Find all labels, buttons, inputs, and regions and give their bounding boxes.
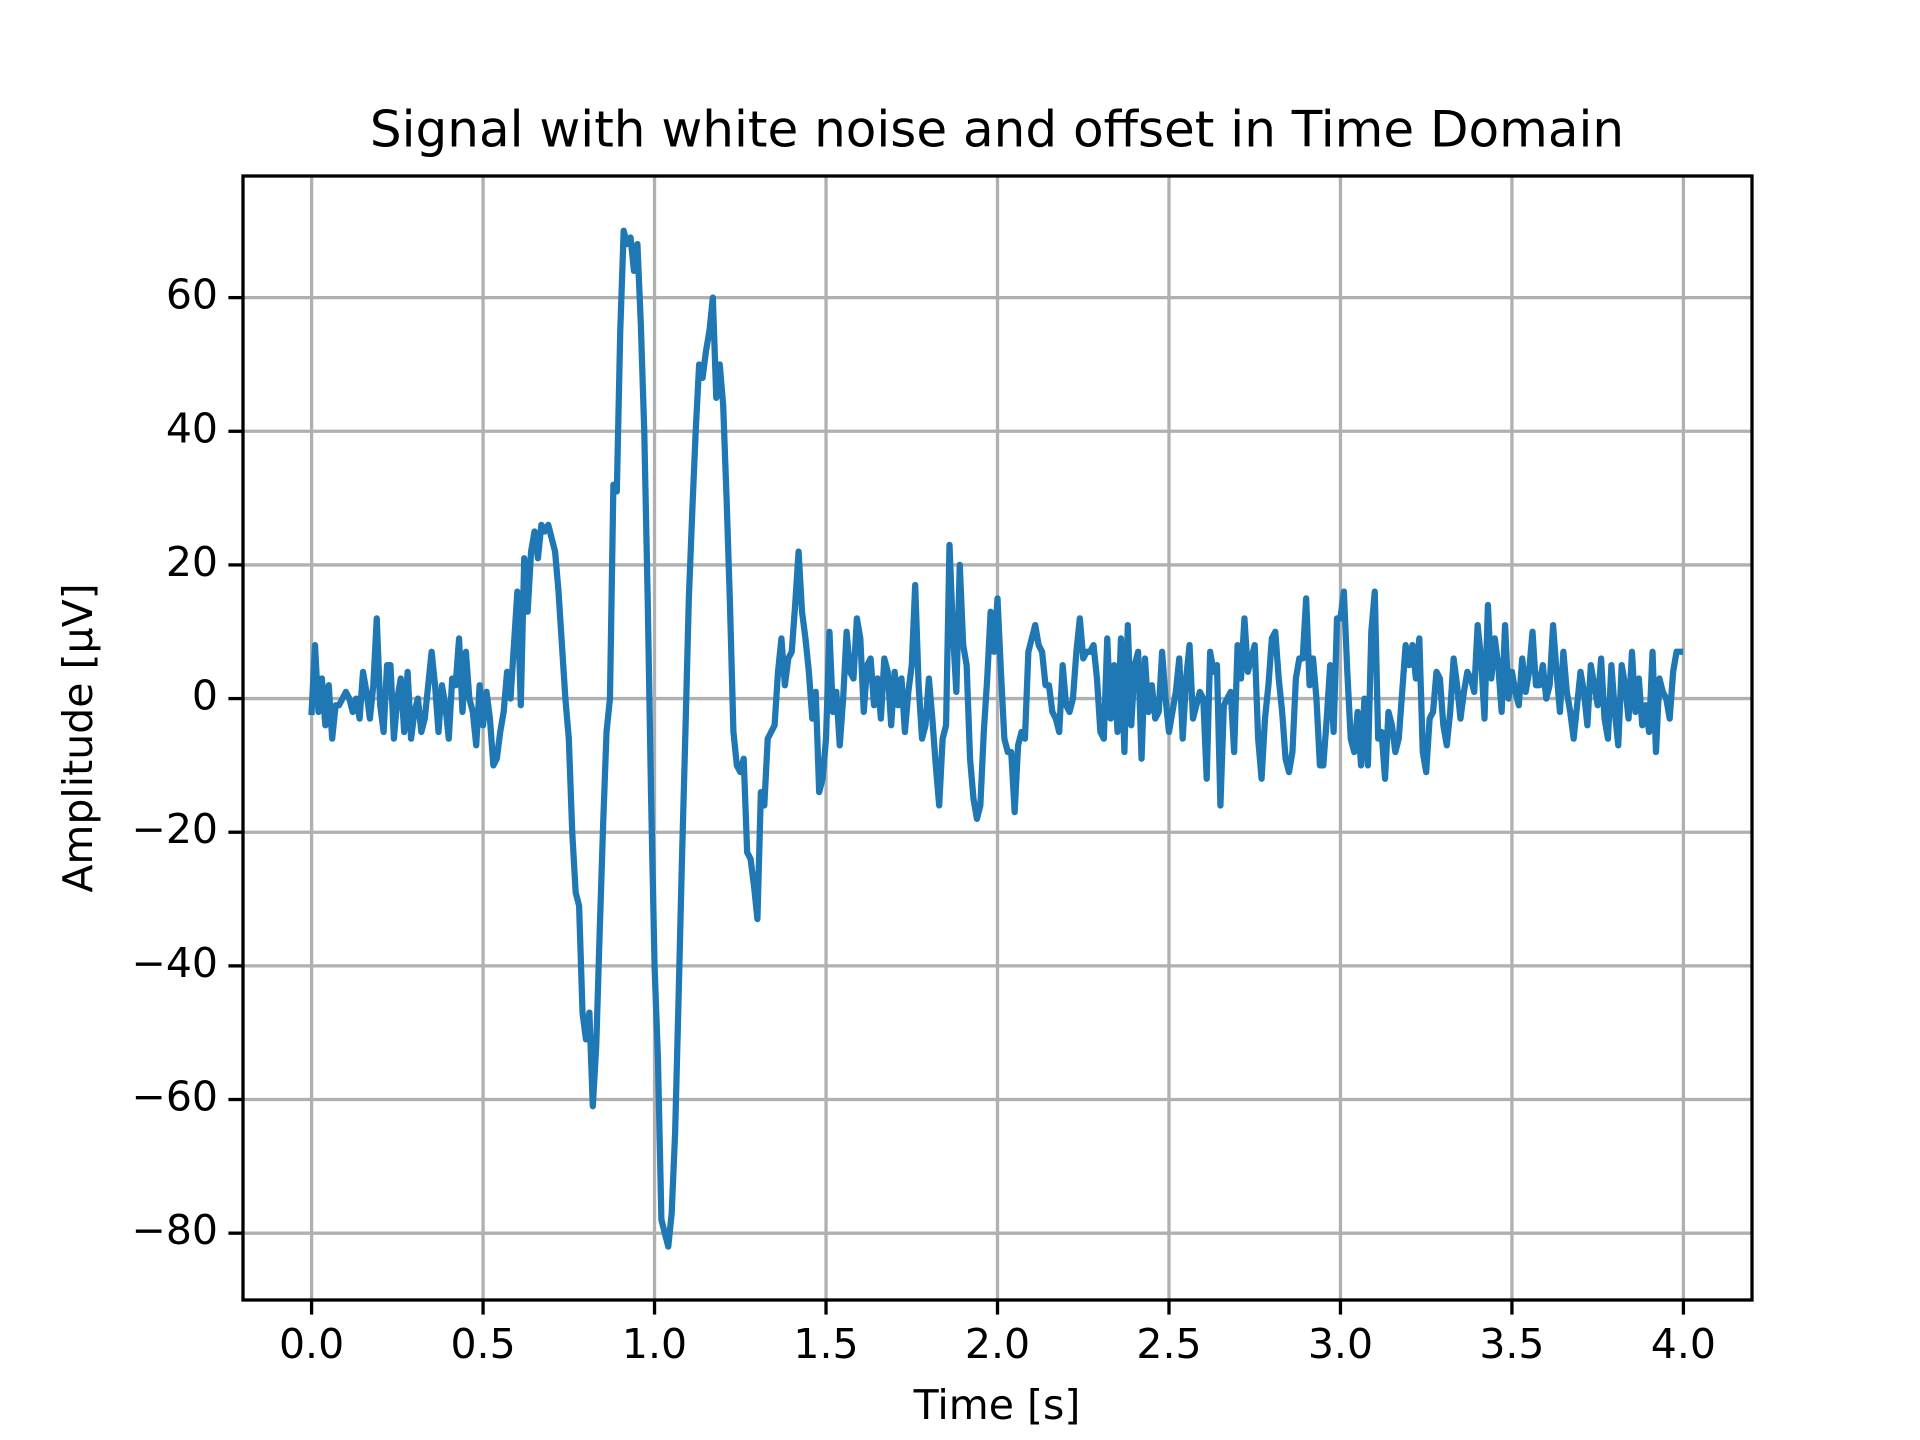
- chart-title: Signal with white noise and offset in Ti…: [370, 101, 1624, 159]
- x-axis-label: Time [s]: [913, 1381, 1081, 1429]
- y-tick-label: −80: [131, 1206, 218, 1254]
- y-tick-label: −60: [131, 1073, 218, 1121]
- y-tick-label: −40: [131, 939, 218, 987]
- x-tick-label: 3.0: [1308, 1320, 1373, 1368]
- x-tick-label: 0.0: [279, 1320, 344, 1368]
- x-tick-label: 2.5: [1136, 1320, 1201, 1368]
- y-tick-label: 20: [166, 538, 218, 586]
- x-tick-label: 1.0: [622, 1320, 687, 1368]
- y-tick-label: 0: [192, 672, 218, 720]
- x-tick-label: 4.0: [1651, 1320, 1716, 1368]
- axes-frame: [241, 174, 1754, 1302]
- x-tick-label: 2.0: [965, 1320, 1030, 1368]
- y-tick-label: 40: [166, 404, 218, 452]
- x-tick-label: 0.5: [450, 1320, 515, 1368]
- x-tick-label: 1.5: [793, 1320, 858, 1368]
- x-tick-label: 3.5: [1479, 1320, 1544, 1368]
- y-axis-label: Amplitude [μV]: [54, 583, 102, 892]
- y-tick-label: −20: [131, 805, 218, 853]
- y-tick-label: 60: [166, 271, 218, 319]
- signal-line: [308, 227, 1684, 1250]
